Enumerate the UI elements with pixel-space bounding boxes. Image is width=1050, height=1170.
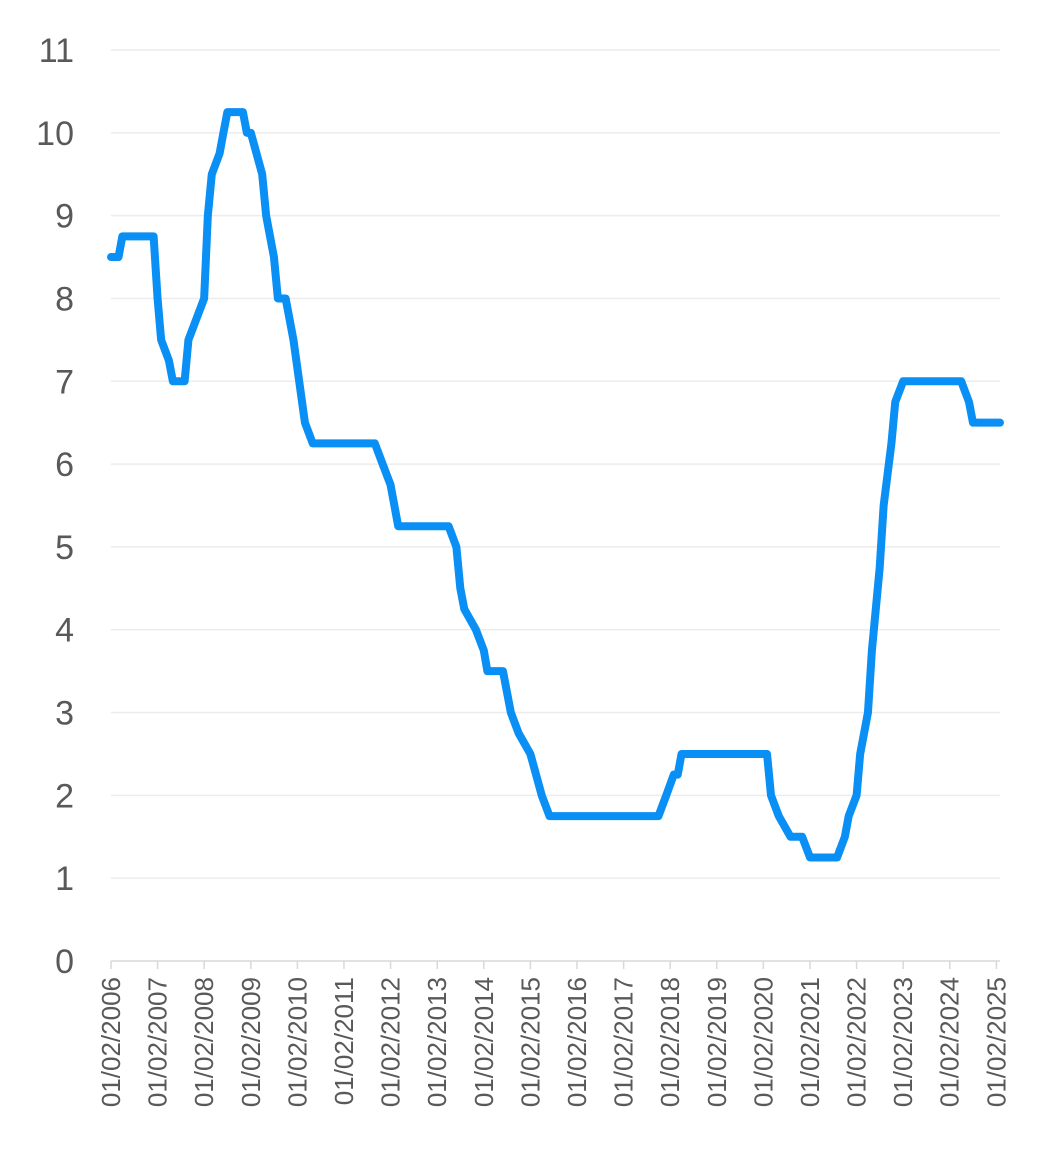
x-axis bbox=[110, 960, 1000, 969]
x-tick-label-6: 01/02/2012 bbox=[376, 977, 406, 1107]
y-tick-label-1: 1 bbox=[55, 860, 74, 898]
y-tick-label-4: 4 bbox=[55, 612, 74, 650]
x-tick-label-14: 01/02/2020 bbox=[748, 977, 778, 1107]
x-tick-label-18: 01/02/2024 bbox=[935, 977, 965, 1107]
y-tick-label-5: 5 bbox=[55, 529, 74, 567]
x-tick-label-15: 01/02/2021 bbox=[795, 977, 825, 1107]
x-tick-label-2: 01/02/2008 bbox=[189, 977, 219, 1107]
gridlines bbox=[111, 49, 1000, 879]
x-tick-label-17: 01/02/2023 bbox=[888, 977, 918, 1107]
x-tick-label-5: 01/02/2011 bbox=[329, 977, 359, 1105]
x-tick-label-3: 01/02/2009 bbox=[236, 977, 266, 1107]
x-tick-label-13: 01/02/2019 bbox=[702, 977, 732, 1107]
y-tick-label-11: 11 bbox=[39, 32, 74, 70]
x-tick-label-12: 01/02/2018 bbox=[655, 977, 685, 1107]
y-axis-tick-labels: 0 1 2 3 4 5 6 7 8 9 10 11 bbox=[36, 32, 74, 981]
y-tick-label-2: 2 bbox=[55, 777, 74, 815]
y-tick-label-3: 3 bbox=[55, 695, 74, 733]
x-axis-tick-labels: 01/02/2006 01/02/2007 01/02/2008 01/02/2009… bbox=[96, 977, 1011, 1107]
x-tick-label-8: 01/02/2014 bbox=[469, 977, 499, 1107]
x-tick-label-16: 01/02/2022 bbox=[842, 977, 872, 1107]
x-tick-label-11: 01/02/2017 bbox=[609, 977, 639, 1107]
y-tick-label-6: 6 bbox=[55, 446, 74, 484]
y-tick-label-0: 0 bbox=[55, 943, 74, 981]
y-tick-label-9: 9 bbox=[55, 198, 74, 236]
x-tick-label-0: 01/02/2006 bbox=[96, 977, 126, 1107]
series-layer bbox=[107, 108, 1004, 862]
series-line-0 bbox=[107, 108, 1004, 862]
x-tick-label-19: 01/02/2025 bbox=[981, 977, 1011, 1107]
x-tick-label-10: 01/02/2016 bbox=[562, 977, 592, 1107]
y-tick-label-7: 7 bbox=[55, 363, 74, 401]
x-tick-label-7: 01/02/2013 bbox=[422, 977, 452, 1107]
x-tick-label-9: 01/02/2015 bbox=[515, 977, 545, 1107]
y-tick-label-8: 8 bbox=[55, 280, 74, 318]
x-tick-label-1: 01/02/2007 bbox=[143, 977, 173, 1107]
y-tick-label-10: 10 bbox=[36, 115, 74, 153]
x-tick-label-4: 01/02/2010 bbox=[282, 977, 312, 1107]
